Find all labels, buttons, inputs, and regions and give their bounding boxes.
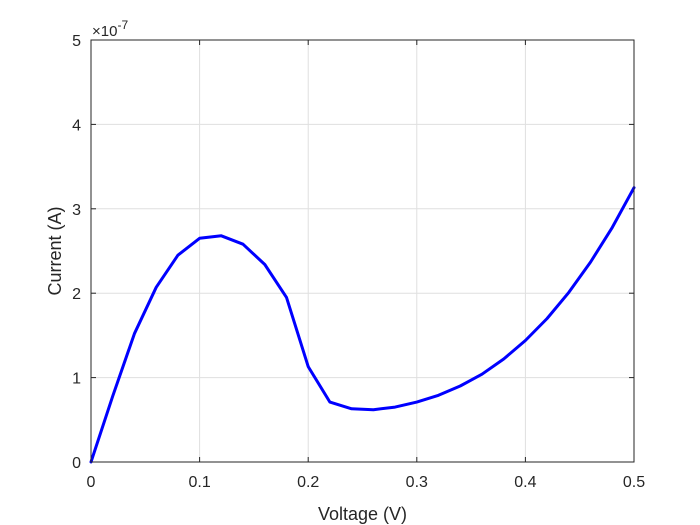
y-tick-label: 3 [72, 202, 81, 219]
y-tick-label: 0 [72, 455, 81, 472]
series-line [89, 186, 636, 464]
y-tick-label: 5 [72, 33, 81, 50]
y-tick-label: 2 [72, 286, 81, 303]
y-axis-exponent: ×10-7 [92, 18, 128, 40]
plot-frame [90, 39, 635, 463]
y-tick-label: 1 [72, 371, 81, 388]
x-tick-label: 0.1 [188, 474, 210, 491]
x-axis-label: Voltage (V) [318, 504, 407, 524]
plot-area [91, 40, 634, 462]
y-axis-label: Current (A) [45, 206, 65, 295]
x-tick-label: 0.3 [406, 474, 428, 491]
x-tick-label: 0 [87, 474, 96, 491]
x-tick-label: 0.5 [623, 474, 645, 491]
y-axis-ticks: 0 1 2 3 4 5 [72, 33, 634, 472]
y-tick-label: 4 [72, 117, 81, 134]
x-tick-label: 0.2 [297, 474, 319, 491]
x-tick-label: 0.4 [514, 474, 536, 491]
y-exponent-base: ×10 [92, 23, 117, 40]
x-axis-ticks: 0 0.1 0.2 0.3 0.4 0.5 [87, 40, 645, 491]
series-layer [89, 186, 636, 464]
y-exponent-power: -7 [117, 18, 128, 32]
axes: 0 0.1 0.2 0.3 0.4 0.5 0 1 2 3 4 5 [72, 33, 645, 491]
